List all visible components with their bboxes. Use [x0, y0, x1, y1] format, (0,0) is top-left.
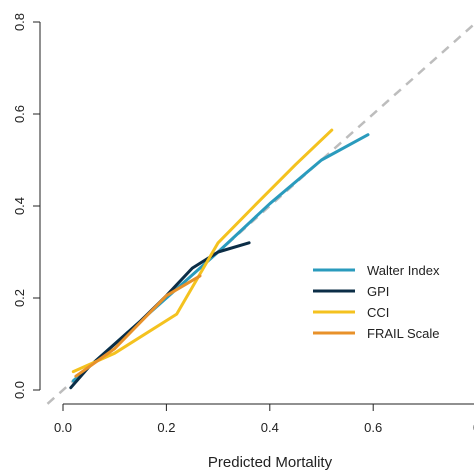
plot-frame — [39, 22, 474, 405]
y-tick-label: 0.4 — [12, 197, 27, 215]
x-axis-title: Predicted Mortality — [208, 454, 333, 471]
legend-label: GPI — [367, 284, 389, 299]
x-tick-label: 0.0 — [54, 420, 72, 435]
series-line-cci — [71, 128, 334, 374]
x-tick-label: 0.6 — [364, 420, 382, 435]
x-tick-label: 0.2 — [157, 420, 175, 435]
legend-label: Walter Index — [367, 263, 440, 278]
y-tick-label: 0.2 — [12, 289, 27, 307]
x-tick-label: 0.4 — [261, 420, 279, 435]
y-tick-label: 0.0 — [12, 381, 27, 399]
y-tick-label: 0.8 — [12, 13, 27, 31]
x-tick-label: 0 — [473, 420, 474, 435]
legend-label: FRAIL Scale — [367, 326, 440, 341]
y-tick-label: 0.6 — [12, 105, 27, 123]
series-layer — [69, 128, 370, 390]
ticks-layer: 0.0 0.2 0.4 0.6 0 0.0 0.2 0.4 0.6 0.8 — [12, 13, 474, 435]
legend: Walter Index GPI CCI FRAIL Scale — [313, 263, 440, 341]
series-line-gpi — [69, 241, 251, 390]
series-line-frail-scale — [74, 274, 202, 378]
legend-label: CCI — [367, 305, 389, 320]
